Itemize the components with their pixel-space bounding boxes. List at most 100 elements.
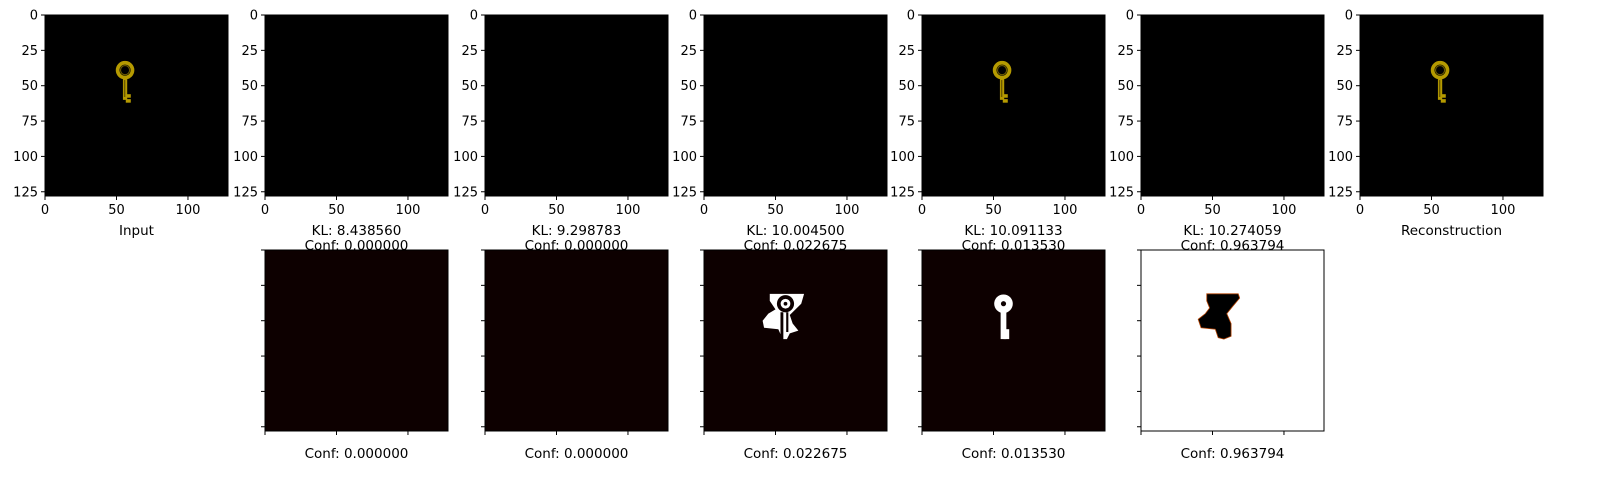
- y-tick-label: 100: [1109, 150, 1134, 165]
- image-content: [1430, 60, 1450, 103]
- mask-dark-blob: [1197, 293, 1241, 340]
- x-tick-label: 100: [835, 203, 860, 218]
- y-tick-label: 25: [461, 44, 478, 59]
- axes-frame: [703, 14, 888, 197]
- image-background: [485, 15, 668, 196]
- y-tick-label: 100: [453, 150, 478, 165]
- y-tick-label: 125: [672, 185, 697, 200]
- x-tick-label: 100: [1272, 203, 1297, 218]
- image-content: [992, 60, 1012, 103]
- x-tick-label: 50: [328, 203, 345, 218]
- mask-conf-label: Conf: 0.000000: [304, 446, 409, 462]
- y-tick-label: 125: [1109, 185, 1134, 200]
- mask-shaft: [1000, 310, 1007, 340]
- axes-frame: [1140, 249, 1325, 432]
- y-tick-label: 50: [898, 79, 915, 94]
- top-panel-0: 0 50 100 0 25 50 75 100 125: [13, 9, 229, 218]
- bottom-panel-3: [918, 249, 1106, 435]
- axes-frame: [484, 14, 669, 197]
- mask-tooth: [1003, 329, 1010, 340]
- image-background: [922, 250, 1105, 431]
- image-content: [762, 293, 805, 341]
- top-panel-3: 0 50 100 0 25 50 75 100 125: [672, 9, 888, 218]
- x-tick-label: 0: [918, 203, 926, 218]
- y-tick-label: 25: [1117, 44, 1134, 59]
- image-axes: 0 50 100 0 25 50 75 100 125: [890, 9, 1106, 218]
- y-tick-label: 25: [241, 44, 258, 59]
- axes-frame: [484, 249, 669, 432]
- axes-frame: [1359, 14, 1544, 197]
- top-panel-6: 0 50 100 0 25 50 75 100 125: [1328, 9, 1544, 218]
- image-content: [994, 294, 1013, 340]
- y-tick-label: 75: [1336, 115, 1353, 130]
- image-axes: [700, 249, 888, 435]
- image-content: [1197, 293, 1241, 340]
- top-panel-4: 0 50 100 0 25 50 75 100 125: [890, 9, 1106, 218]
- y-tick-label: 25: [898, 44, 915, 59]
- image-background: [704, 15, 887, 196]
- x-tick-label: 100: [1491, 203, 1516, 218]
- bottom-panel-1: [481, 249, 669, 435]
- x-tick-label: 100: [396, 203, 421, 218]
- key-shaft-shade: [1438, 80, 1441, 98]
- y-tick-label: 25: [1336, 44, 1353, 59]
- y-tick-label: 100: [890, 150, 915, 165]
- x-tick-label: 0: [481, 203, 489, 218]
- kl-label: KL: 10.274059: [1183, 223, 1282, 239]
- mask-conf-label: Conf: 0.963794: [1180, 446, 1285, 462]
- x-tick-label: 50: [1423, 203, 1440, 218]
- y-tick-label: 75: [241, 115, 258, 130]
- y-tick-label: 0: [250, 9, 258, 24]
- x-tick-label: 0: [1356, 203, 1364, 218]
- top-caption: Input: [119, 223, 154, 239]
- key-tooth: [1002, 94, 1008, 98]
- image-axes: 0 50 100 0 25 50 75 100 125: [1328, 9, 1544, 218]
- image-axes: 0 50 100 0 25 50 75 100 125: [672, 9, 888, 218]
- image-background: [1360, 15, 1543, 196]
- y-tick-label: 50: [1117, 79, 1134, 94]
- image-axes: 0 50 100 0 25 50 75 100 125: [1109, 9, 1325, 218]
- key-tooth: [1440, 99, 1446, 103]
- image-axes: 0 50 100 0 25 50 75 100 125: [453, 9, 669, 218]
- x-tick-label: 0: [261, 203, 269, 218]
- y-tick-label: 75: [1117, 115, 1134, 130]
- y-tick-label: 125: [13, 185, 38, 200]
- axes-frame: [1140, 14, 1325, 197]
- x-tick-label: 50: [108, 203, 125, 218]
- key-ring-inner: [996, 65, 1008, 76]
- axes-frame: [44, 14, 229, 197]
- y-tick-label: 50: [680, 79, 697, 94]
- y-tick-label: 100: [1328, 150, 1353, 165]
- key-shaft-shade: [123, 80, 126, 98]
- x-tick-label: 50: [985, 203, 1002, 218]
- y-tick-label: 0: [1345, 9, 1353, 24]
- y-tick-label: 25: [21, 44, 38, 59]
- y-tick-label: 0: [689, 9, 697, 24]
- kl-label: KL: 10.091133: [964, 223, 1063, 239]
- top-caption: Reconstruction: [1400, 223, 1503, 239]
- y-tick-label: 75: [898, 115, 915, 130]
- mask-ring-hole: [1000, 301, 1007, 307]
- key-ring-inner: [119, 65, 131, 76]
- mask-conf-label: Conf: 0.013530: [961, 446, 1066, 462]
- y-tick-label: 50: [21, 79, 38, 94]
- x-tick-label: 0: [1137, 203, 1145, 218]
- bottom-panel-0: [261, 249, 449, 435]
- y-tick-label: 0: [907, 9, 915, 24]
- axes-frame: [703, 249, 888, 432]
- key-tooth: [1440, 94, 1446, 98]
- y-tick-label: 0: [1126, 9, 1134, 24]
- y-tick-label: 100: [672, 150, 697, 165]
- image-axes: [261, 249, 449, 435]
- y-tick-label: 75: [461, 115, 478, 130]
- x-tick-label: 0: [41, 203, 49, 218]
- y-tick-label: 125: [233, 185, 258, 200]
- axes-frame: [264, 14, 449, 197]
- image-background: [485, 250, 668, 431]
- mask-shaft-edge: [780, 312, 784, 341]
- y-tick-label: 50: [241, 79, 258, 94]
- mask-conf-label: Conf: 0.000000: [524, 446, 629, 462]
- kl-label: KL: 9.298783: [531, 223, 622, 239]
- y-tick-label: 125: [890, 185, 915, 200]
- y-tick-label: 50: [461, 79, 478, 94]
